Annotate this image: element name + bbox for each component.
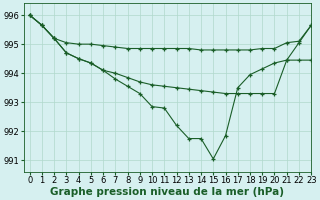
X-axis label: Graphe pression niveau de la mer (hPa): Graphe pression niveau de la mer (hPa) — [50, 187, 284, 197]
